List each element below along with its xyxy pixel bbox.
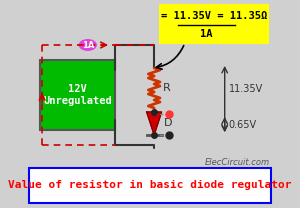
Text: = 11.35V = 11.35Ω: = 11.35V = 11.35Ω bbox=[161, 11, 267, 21]
FancyBboxPatch shape bbox=[40, 60, 115, 130]
Text: 0.65V: 0.65V bbox=[229, 120, 257, 130]
Text: ElecCircuit.com: ElecCircuit.com bbox=[205, 158, 270, 167]
Text: 11.35V: 11.35V bbox=[229, 83, 263, 94]
Text: R: R bbox=[163, 83, 171, 93]
Polygon shape bbox=[147, 112, 162, 135]
FancyBboxPatch shape bbox=[29, 168, 271, 203]
Text: 1A: 1A bbox=[200, 29, 213, 39]
Text: D: D bbox=[164, 119, 172, 129]
Text: 12V
Unregulated: 12V Unregulated bbox=[44, 84, 112, 106]
FancyBboxPatch shape bbox=[159, 4, 269, 44]
Ellipse shape bbox=[79, 39, 97, 51]
Text: Value of resistor in basic diode regulator: Value of resistor in basic diode regulat… bbox=[8, 180, 292, 190]
Text: 1A: 1A bbox=[82, 41, 94, 50]
